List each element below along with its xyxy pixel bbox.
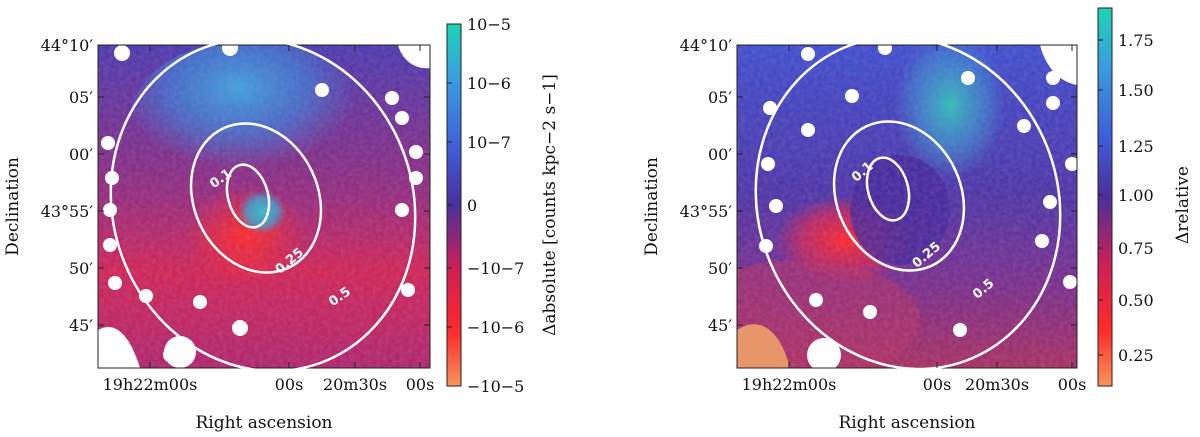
masked-source <box>385 91 399 105</box>
x-tick-label: 00s <box>923 375 952 394</box>
masked-source <box>193 295 207 309</box>
masked-source <box>1043 195 1057 209</box>
masked-source <box>809 293 823 307</box>
mask-region <box>1040 45 1077 85</box>
y-tick-label: 45′ <box>708 316 732 335</box>
masked-source <box>961 71 975 85</box>
colorbar-tick-label: 0.25 <box>1118 346 1154 365</box>
y-tick-label: 43°55′ <box>680 202 733 221</box>
left-contours <box>109 37 417 373</box>
mask-region <box>98 326 140 368</box>
y-tick-label: 50′ <box>708 259 732 278</box>
right-colorbar-bar <box>1097 7 1113 387</box>
masked-source <box>1017 119 1031 133</box>
masked-source <box>769 199 783 213</box>
colorbar-tick-label: 1.75 <box>1118 31 1154 50</box>
masked-source <box>1065 157 1077 171</box>
masked-source <box>801 123 815 137</box>
masked-source <box>103 238 117 252</box>
left-image <box>98 45 430 368</box>
colorbar-tick-label: −10−7 <box>467 259 524 278</box>
masked-source <box>409 145 423 159</box>
colorbar-tick-label: −10−5 <box>467 377 524 396</box>
contour-0.25 <box>189 122 323 274</box>
left-colorbar-label: Δabsolute [counts kpc−2 s−1] <box>540 74 560 336</box>
colorbar-tick-label: 0 <box>467 196 477 215</box>
masked-source <box>103 203 117 217</box>
right-colorbar: 1.75 1.50 1.25 1.00 0.75 0.50 0.25 Δrelative <box>1097 7 1193 387</box>
mask-region <box>737 324 790 368</box>
y-tick-label: 50′ <box>69 259 93 278</box>
colorbar-tick-label: 10−7 <box>467 133 511 152</box>
contour-0.1 <box>865 156 911 222</box>
x-tick-label: 20m30s <box>323 375 387 394</box>
colorbar-tick-label: 1.50 <box>1118 81 1154 100</box>
y-tick-label: 45′ <box>69 316 93 335</box>
contour-0.1 <box>225 163 271 229</box>
colorbar-tick-label: 10−6 <box>467 74 511 93</box>
left-axes-frame <box>97 44 431 369</box>
colorbar-tick-label: 1.25 <box>1118 137 1154 156</box>
x-axis-label: Right ascension <box>838 413 975 433</box>
masked-source <box>801 47 815 61</box>
colorbar-tick-label: 1.00 <box>1118 186 1154 205</box>
masked-source <box>807 338 841 368</box>
right-panel: 19h22m00s 00s 20m30s 00s 44°10′ 05′ 00′ 43°55′ 5… <box>642 7 1193 433</box>
masked-source <box>953 323 967 337</box>
contour-0.25 <box>832 120 966 272</box>
masked-source <box>108 276 122 290</box>
contour-0.5 <box>109 37 417 373</box>
masked-source <box>845 89 859 103</box>
masked-source <box>763 101 777 115</box>
masked-source <box>222 45 238 56</box>
colorbar-tick-label: 0.75 <box>1118 239 1154 258</box>
colorbar-tick-label: −10−6 <box>467 318 524 337</box>
mask-region <box>398 45 430 69</box>
masked-source <box>315 83 329 97</box>
left-panel: 19h22m00s 00s 20m30s 00s 44°10′ 05′ 00′ 43°55′ 5… <box>3 15 560 433</box>
masked-source <box>1046 71 1060 85</box>
colorbar-tick-label: 0.50 <box>1118 291 1154 310</box>
x-tick-label: 00s <box>275 375 304 394</box>
colorbar-tick-label: 10−5 <box>467 15 511 34</box>
y-tick-label: 43°55′ <box>41 202 94 221</box>
masked-source <box>878 45 892 55</box>
x-tick-label: 20m30s <box>965 375 1029 394</box>
left-colorbar: 10−5 10−6 10−7 0 −10−7 −10−6 −10−5 Δabsolute [… <box>446 15 560 396</box>
masked-source <box>114 45 130 61</box>
x-tick-label: 19h22m00s <box>742 375 837 394</box>
y-tick-label: 00′ <box>708 145 732 164</box>
y-tick-label: 44°10′ <box>41 36 94 55</box>
y-tick-label: 44°10′ <box>680 36 733 55</box>
masked-source <box>395 203 409 217</box>
right-colorbar-label: Δrelative <box>1173 166 1193 244</box>
masked-source <box>1046 96 1060 110</box>
masked-source <box>761 157 775 171</box>
x-tick-label: 19h22m00s <box>103 375 198 394</box>
right-contours <box>754 35 1062 371</box>
masked-source <box>395 111 409 125</box>
masked-source <box>401 283 415 297</box>
masked-source <box>101 136 115 150</box>
y-tick-label: 05′ <box>69 88 93 107</box>
y-tick-label: 00′ <box>69 145 93 164</box>
right-image <box>737 45 1077 368</box>
masked-source <box>863 305 877 319</box>
y-axis-label: Declination <box>642 157 662 256</box>
y-axis-label: Declination <box>3 157 23 256</box>
y-tick-label: 05′ <box>708 88 732 107</box>
x-axis-label: Right ascension <box>195 413 332 433</box>
x-tick-label: 00s <box>1058 375 1087 394</box>
masked-source <box>232 320 248 336</box>
contour-0.5 <box>754 35 1062 371</box>
x-tick-label: 00s <box>406 375 435 394</box>
masked-source <box>139 289 153 303</box>
masked-source <box>1035 234 1049 248</box>
masked-source <box>1063 275 1077 289</box>
masked-source <box>164 336 196 368</box>
